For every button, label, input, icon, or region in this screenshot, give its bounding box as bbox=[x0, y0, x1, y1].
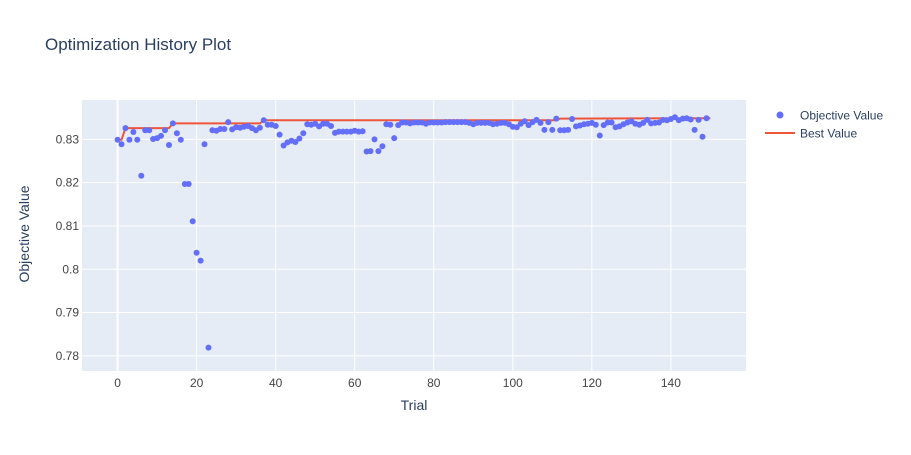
objective-value-point[interactable] bbox=[569, 116, 576, 122]
objective-value-point[interactable] bbox=[118, 141, 125, 148]
x-tick-label: 100 bbox=[503, 376, 523, 390]
objective-value-point[interactable] bbox=[592, 121, 599, 128]
objective-value-point[interactable] bbox=[260, 117, 267, 124]
objective-value-point[interactable] bbox=[205, 344, 212, 351]
objective-value-point[interactable] bbox=[537, 119, 544, 126]
legend-item-best-value[interactable]: Best Value bbox=[765, 127, 857, 141]
objective-value-point[interactable] bbox=[695, 116, 702, 123]
y-axis-label: Objective Value bbox=[16, 185, 32, 282]
objective-value-point[interactable] bbox=[565, 126, 572, 133]
plot-area bbox=[82, 100, 746, 371]
objective-value-point[interactable] bbox=[138, 172, 145, 179]
grid-lines bbox=[82, 100, 746, 371]
objective-value-point[interactable] bbox=[177, 136, 184, 143]
objective-value-point[interactable] bbox=[122, 125, 129, 132]
objective-value-point[interactable] bbox=[189, 218, 196, 225]
objective-value-point[interactable] bbox=[158, 132, 164, 139]
objective-value-point[interactable] bbox=[691, 126, 698, 133]
y-axis-ticks: 0.78 0.79 0.8 0.81 0.82 0.83 bbox=[56, 132, 80, 362]
objective-value-point[interactable] bbox=[193, 249, 200, 256]
y-tick-label: 0.78 bbox=[56, 349, 80, 363]
x-tick-label: 120 bbox=[582, 376, 602, 390]
y-tick-label: 0.8 bbox=[62, 262, 79, 276]
objective-value-point[interactable] bbox=[146, 127, 153, 134]
x-axis-label: Trial bbox=[401, 397, 428, 413]
objective-value-point[interactable] bbox=[545, 119, 552, 126]
objective-value-point[interactable] bbox=[126, 136, 133, 143]
objective-value-point[interactable] bbox=[375, 148, 382, 155]
objective-value-point[interactable] bbox=[272, 123, 279, 129]
objective-value-point[interactable] bbox=[379, 143, 386, 150]
objective-value-point[interactable] bbox=[703, 115, 710, 122]
objective-value-point[interactable] bbox=[549, 126, 556, 133]
objective-value-point[interactable] bbox=[166, 142, 172, 148]
objective-value-point[interactable] bbox=[173, 130, 180, 137]
legend[interactable]: Objective Value Best Value bbox=[765, 109, 883, 141]
objective-value-point[interactable] bbox=[169, 120, 176, 127]
objective-value-point[interactable] bbox=[644, 116, 651, 123]
objective-value-point[interactable] bbox=[134, 136, 141, 143]
objective-value-point[interactable] bbox=[699, 133, 706, 140]
objective-value-point[interactable] bbox=[300, 130, 307, 137]
objective-value-point[interactable] bbox=[328, 123, 334, 129]
x-tick-label: 20 bbox=[190, 376, 204, 390]
objective-value-point[interactable] bbox=[221, 126, 228, 132]
objective-value-point[interactable] bbox=[391, 135, 398, 142]
objective-value-point[interactable] bbox=[608, 119, 615, 126]
objective-value-point[interactable] bbox=[387, 121, 394, 128]
objective-value-series bbox=[114, 114, 710, 351]
objective-value-point[interactable] bbox=[521, 118, 528, 125]
x-tick-label: 0 bbox=[114, 376, 121, 390]
objective-value-point[interactable] bbox=[185, 181, 192, 187]
objective-value-point[interactable] bbox=[513, 124, 520, 131]
objective-value-point[interactable] bbox=[256, 124, 263, 131]
objective-value-point[interactable] bbox=[359, 128, 366, 135]
objective-value-point[interactable] bbox=[197, 257, 204, 264]
objective-value-point[interactable] bbox=[276, 131, 283, 138]
objective-value-point[interactable] bbox=[201, 141, 208, 148]
legend-label-best-value: Best Value bbox=[800, 127, 857, 141]
legend-label-objective-value: Objective Value bbox=[800, 109, 883, 123]
objective-value-point[interactable] bbox=[296, 135, 303, 142]
x-tick-label: 140 bbox=[661, 376, 681, 390]
y-tick-label: 0.81 bbox=[56, 219, 80, 233]
objective-value-point[interactable] bbox=[553, 115, 560, 122]
legend-item-objective-value[interactable]: Objective Value bbox=[776, 109, 884, 123]
chart-title: Optimization History Plot bbox=[45, 35, 231, 54]
objective-value-point[interactable] bbox=[162, 127, 168, 134]
objective-value-point[interactable] bbox=[114, 136, 121, 143]
x-tick-label: 40 bbox=[269, 376, 283, 390]
legend-marker-objective-value bbox=[776, 111, 784, 119]
objective-value-point[interactable] bbox=[371, 136, 378, 143]
y-tick-label: 0.82 bbox=[56, 176, 80, 190]
y-tick-label: 0.79 bbox=[56, 306, 80, 320]
objective-value-point[interactable] bbox=[541, 126, 548, 133]
x-axis-ticks: 0 20 40 60 80 100 120 140 bbox=[114, 376, 681, 390]
objective-value-point[interactable] bbox=[687, 116, 694, 123]
objective-value-point[interactable] bbox=[596, 132, 603, 139]
objective-value-point[interactable] bbox=[130, 129, 137, 135]
y-tick-label: 0.83 bbox=[56, 132, 80, 146]
objective-value-point[interactable] bbox=[292, 139, 299, 145]
objective-value-point[interactable] bbox=[367, 148, 374, 155]
x-tick-label: 80 bbox=[427, 376, 441, 390]
objective-value-point[interactable] bbox=[225, 119, 232, 126]
x-tick-label: 60 bbox=[348, 376, 362, 390]
